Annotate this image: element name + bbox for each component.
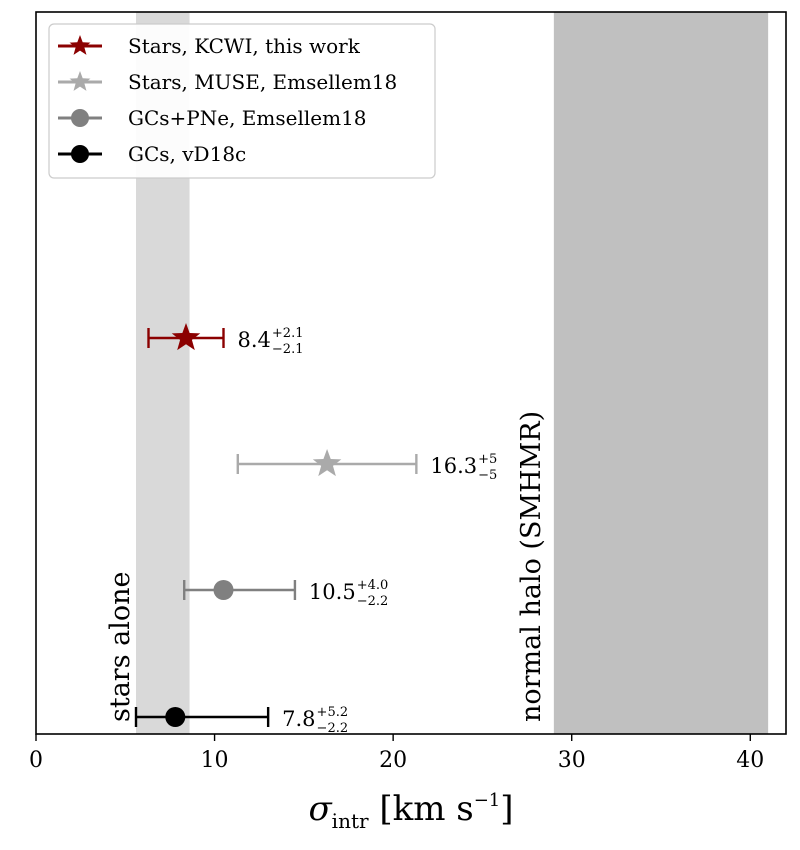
band-label-stars-alone: stars alone (105, 571, 136, 722)
x-tick-label: 30 (558, 748, 586, 773)
value-error-plus: +4.0 (357, 578, 389, 593)
legend-marker (71, 145, 89, 163)
x-axis-label: σintr [km s−1] (308, 789, 513, 833)
value-error-minus: −2.2 (357, 594, 389, 609)
value-error-plus: +5 (478, 452, 497, 467)
value-label: 10.5 (309, 580, 356, 604)
legend-label: Stars, KCWI, this work (128, 34, 361, 58)
value-error-minus: −5 (478, 468, 497, 483)
x-tick-label: 40 (736, 748, 764, 773)
legend-entry-stars-kcwi-this-work: Stars, KCWI, this work (58, 34, 361, 58)
legend-label: GCs, vD18c (128, 142, 246, 166)
series-gcs-vd18c: 7.8 +5.2−2.2 (134, 705, 349, 736)
data-point (171, 323, 201, 351)
band-label-normal-halo-smhmr: normal halo (SMHMR) (516, 411, 547, 722)
legend-box (48, 23, 436, 179)
data-point (312, 449, 342, 477)
plot-area-frame (35, 11, 787, 735)
value-error-plus: +2.1 (272, 326, 304, 341)
value-label: 8.4 (238, 328, 271, 352)
legend-entry-stars-muse-emsellem18: Stars, MUSE, Emsellem18 (58, 70, 397, 94)
value-error-minus: −2.2 (317, 721, 349, 736)
legend-marker (71, 109, 89, 127)
data-point (165, 707, 186, 727)
x-tick-label: 10 (201, 748, 229, 773)
value-error-plus: +5.2 (317, 705, 349, 720)
data-point (213, 580, 234, 600)
value-error-minus: −2.1 (272, 342, 304, 357)
series-stars-muse-emsellem18: 16.3 +5−5 (236, 449, 497, 483)
series-stars-kcwi-this-work: 8.4 +2.1−2.1 (147, 323, 304, 357)
data-layer: 8.4 +2.1−2.116.3 +5−510.5 +4.0−2.27.8 +5.2−2… (134, 323, 497, 736)
value-label: 16.3 (430, 454, 477, 478)
legend-marker (69, 71, 91, 91)
x-tick-label: 0 (29, 748, 43, 773)
legend: Stars, KCWI, this work Stars, MUSE, Emsel… (48, 23, 436, 179)
band-normal-halo-smhmr (553, 12, 769, 734)
legend-entry-gcs-vd18c: GCs, vD18c (58, 142, 246, 166)
legend-entry-gcs-pne-emsellem18: GCs+PNe, Emsellem18 (58, 106, 367, 130)
series-gcs-pne-emsellem18: 10.5 +4.0−2.2 (183, 578, 389, 609)
legend-label: GCs+PNe, Emsellem18 (128, 106, 367, 130)
legend-marker (69, 35, 91, 55)
x-tick-label: 20 (379, 748, 407, 773)
value-label: 7.8 (282, 707, 315, 731)
legend-label: Stars, MUSE, Emsellem18 (128, 70, 397, 94)
x-axis-ticks: 0 10 20 30 40 (29, 734, 764, 773)
